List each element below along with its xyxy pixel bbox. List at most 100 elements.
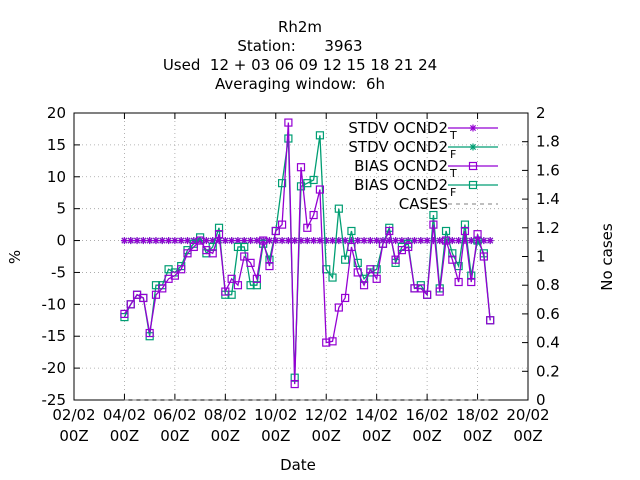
y2-tick-label: 1.6 — [536, 161, 560, 179]
data-point — [240, 242, 249, 252]
y-tick-label: 10 — [47, 168, 66, 186]
data-point — [454, 277, 463, 287]
data-point — [354, 237, 362, 245]
data-point — [441, 236, 451, 245]
x-tick-label-date: 18/02 — [456, 406, 499, 424]
data-point — [373, 237, 381, 245]
x-tick-label-date: 20/02 — [506, 406, 549, 424]
legend-item: CASES — [399, 195, 498, 213]
y-tick-label: -15 — [42, 327, 67, 345]
legend-subscript: T — [449, 167, 457, 180]
data-point — [423, 290, 432, 299]
legend-subscript: F — [450, 186, 456, 199]
data-point — [423, 237, 431, 245]
legend-subscript: F — [450, 148, 456, 161]
data-point — [284, 118, 293, 127]
legend-label: BIAS OCND2 — [354, 176, 448, 194]
data-point — [246, 281, 255, 290]
data-point — [120, 237, 128, 245]
data-point — [227, 274, 236, 283]
series-layer — [120, 118, 495, 401]
data-point — [265, 261, 274, 271]
data-point — [177, 237, 185, 245]
series-0 — [120, 237, 494, 245]
x-tick-label-time: 00Z — [312, 427, 341, 445]
data-point — [328, 337, 337, 346]
data-point — [183, 249, 192, 258]
legend-item: BIAS OCND2 F — [354, 176, 498, 199]
data-point — [404, 242, 413, 252]
data-point — [455, 237, 463, 245]
x-tick-label-time: 00Z — [412, 427, 441, 445]
y2-tick-label: 1 — [536, 248, 546, 266]
y-tick-label: -20 — [42, 359, 67, 377]
data-point — [341, 255, 350, 264]
y-tick-label: -10 — [42, 295, 67, 313]
data-point — [486, 237, 494, 245]
data-point — [202, 237, 210, 245]
y-axis-label: % — [6, 250, 24, 264]
data-point — [334, 303, 343, 312]
data-point — [411, 237, 418, 245]
data-point — [372, 265, 381, 274]
data-point — [152, 237, 160, 245]
y2-tick-label: 1.2 — [536, 219, 560, 237]
data-point — [309, 210, 318, 220]
data-point — [146, 237, 154, 245]
data-point — [486, 316, 495, 325]
data-point — [284, 237, 292, 245]
data-point — [392, 237, 400, 245]
data-point — [322, 338, 331, 347]
x-tick-label-date: 16/02 — [405, 406, 448, 424]
data-point — [378, 239, 388, 248]
y-axis: -25 -20 -15 -10 -5 0 5 10 15 20 — [42, 104, 80, 409]
x-tick-label-time: 00Z — [513, 427, 542, 445]
y2-tick-label: 1.8 — [536, 133, 560, 151]
data-point — [165, 237, 173, 245]
data-point — [145, 328, 154, 338]
series-line — [123, 122, 491, 385]
data-point — [315, 131, 325, 140]
data-point — [139, 293, 148, 303]
y-tick-label: 0 — [56, 232, 66, 250]
data-point — [277, 220, 287, 229]
data-point — [196, 236, 205, 245]
legend-marker — [469, 124, 477, 132]
data-point — [271, 226, 280, 236]
data-point — [189, 242, 198, 252]
y-tick-label: 5 — [56, 200, 66, 218]
data-point — [278, 237, 286, 245]
legend-marker — [468, 161, 478, 171]
y2-tick-label: 0.4 — [536, 334, 560, 352]
y-tick-label: -5 — [51, 263, 66, 281]
legend-subscript: T — [449, 129, 457, 142]
x-tick-label-time: 00Z — [362, 427, 391, 445]
y-tick-label: 15 — [47, 136, 66, 154]
legend-marker — [469, 143, 477, 151]
legend-label: CASES — [399, 195, 448, 213]
legend-label: STDV OCND2 — [348, 138, 448, 156]
data-point — [417, 237, 425, 245]
y2-tick-label: 2 — [536, 104, 546, 122]
x-tick-label-time: 00Z — [211, 427, 240, 445]
data-point — [436, 237, 444, 245]
x-tick-label-time: 00Z — [59, 427, 88, 445]
y-tick-label: -25 — [42, 391, 67, 409]
data-point — [309, 175, 318, 185]
legend-label: BIAS OCND2 — [354, 157, 448, 175]
data-point — [240, 237, 248, 245]
y2-tick-label: 1.4 — [536, 190, 560, 208]
y2-tick-label: 0.2 — [536, 362, 560, 380]
data-point — [303, 223, 312, 232]
data-point — [252, 281, 261, 290]
data-point — [341, 293, 350, 303]
title-line-1: Rh2m — [278, 18, 322, 36]
data-point — [372, 274, 381, 283]
data-point — [366, 265, 375, 274]
data-point — [158, 237, 166, 245]
data-point — [246, 258, 255, 267]
x-tick-label-date: 06/02 — [153, 406, 196, 424]
x-tick-label-time: 00Z — [160, 427, 189, 445]
data-point — [429, 220, 438, 229]
